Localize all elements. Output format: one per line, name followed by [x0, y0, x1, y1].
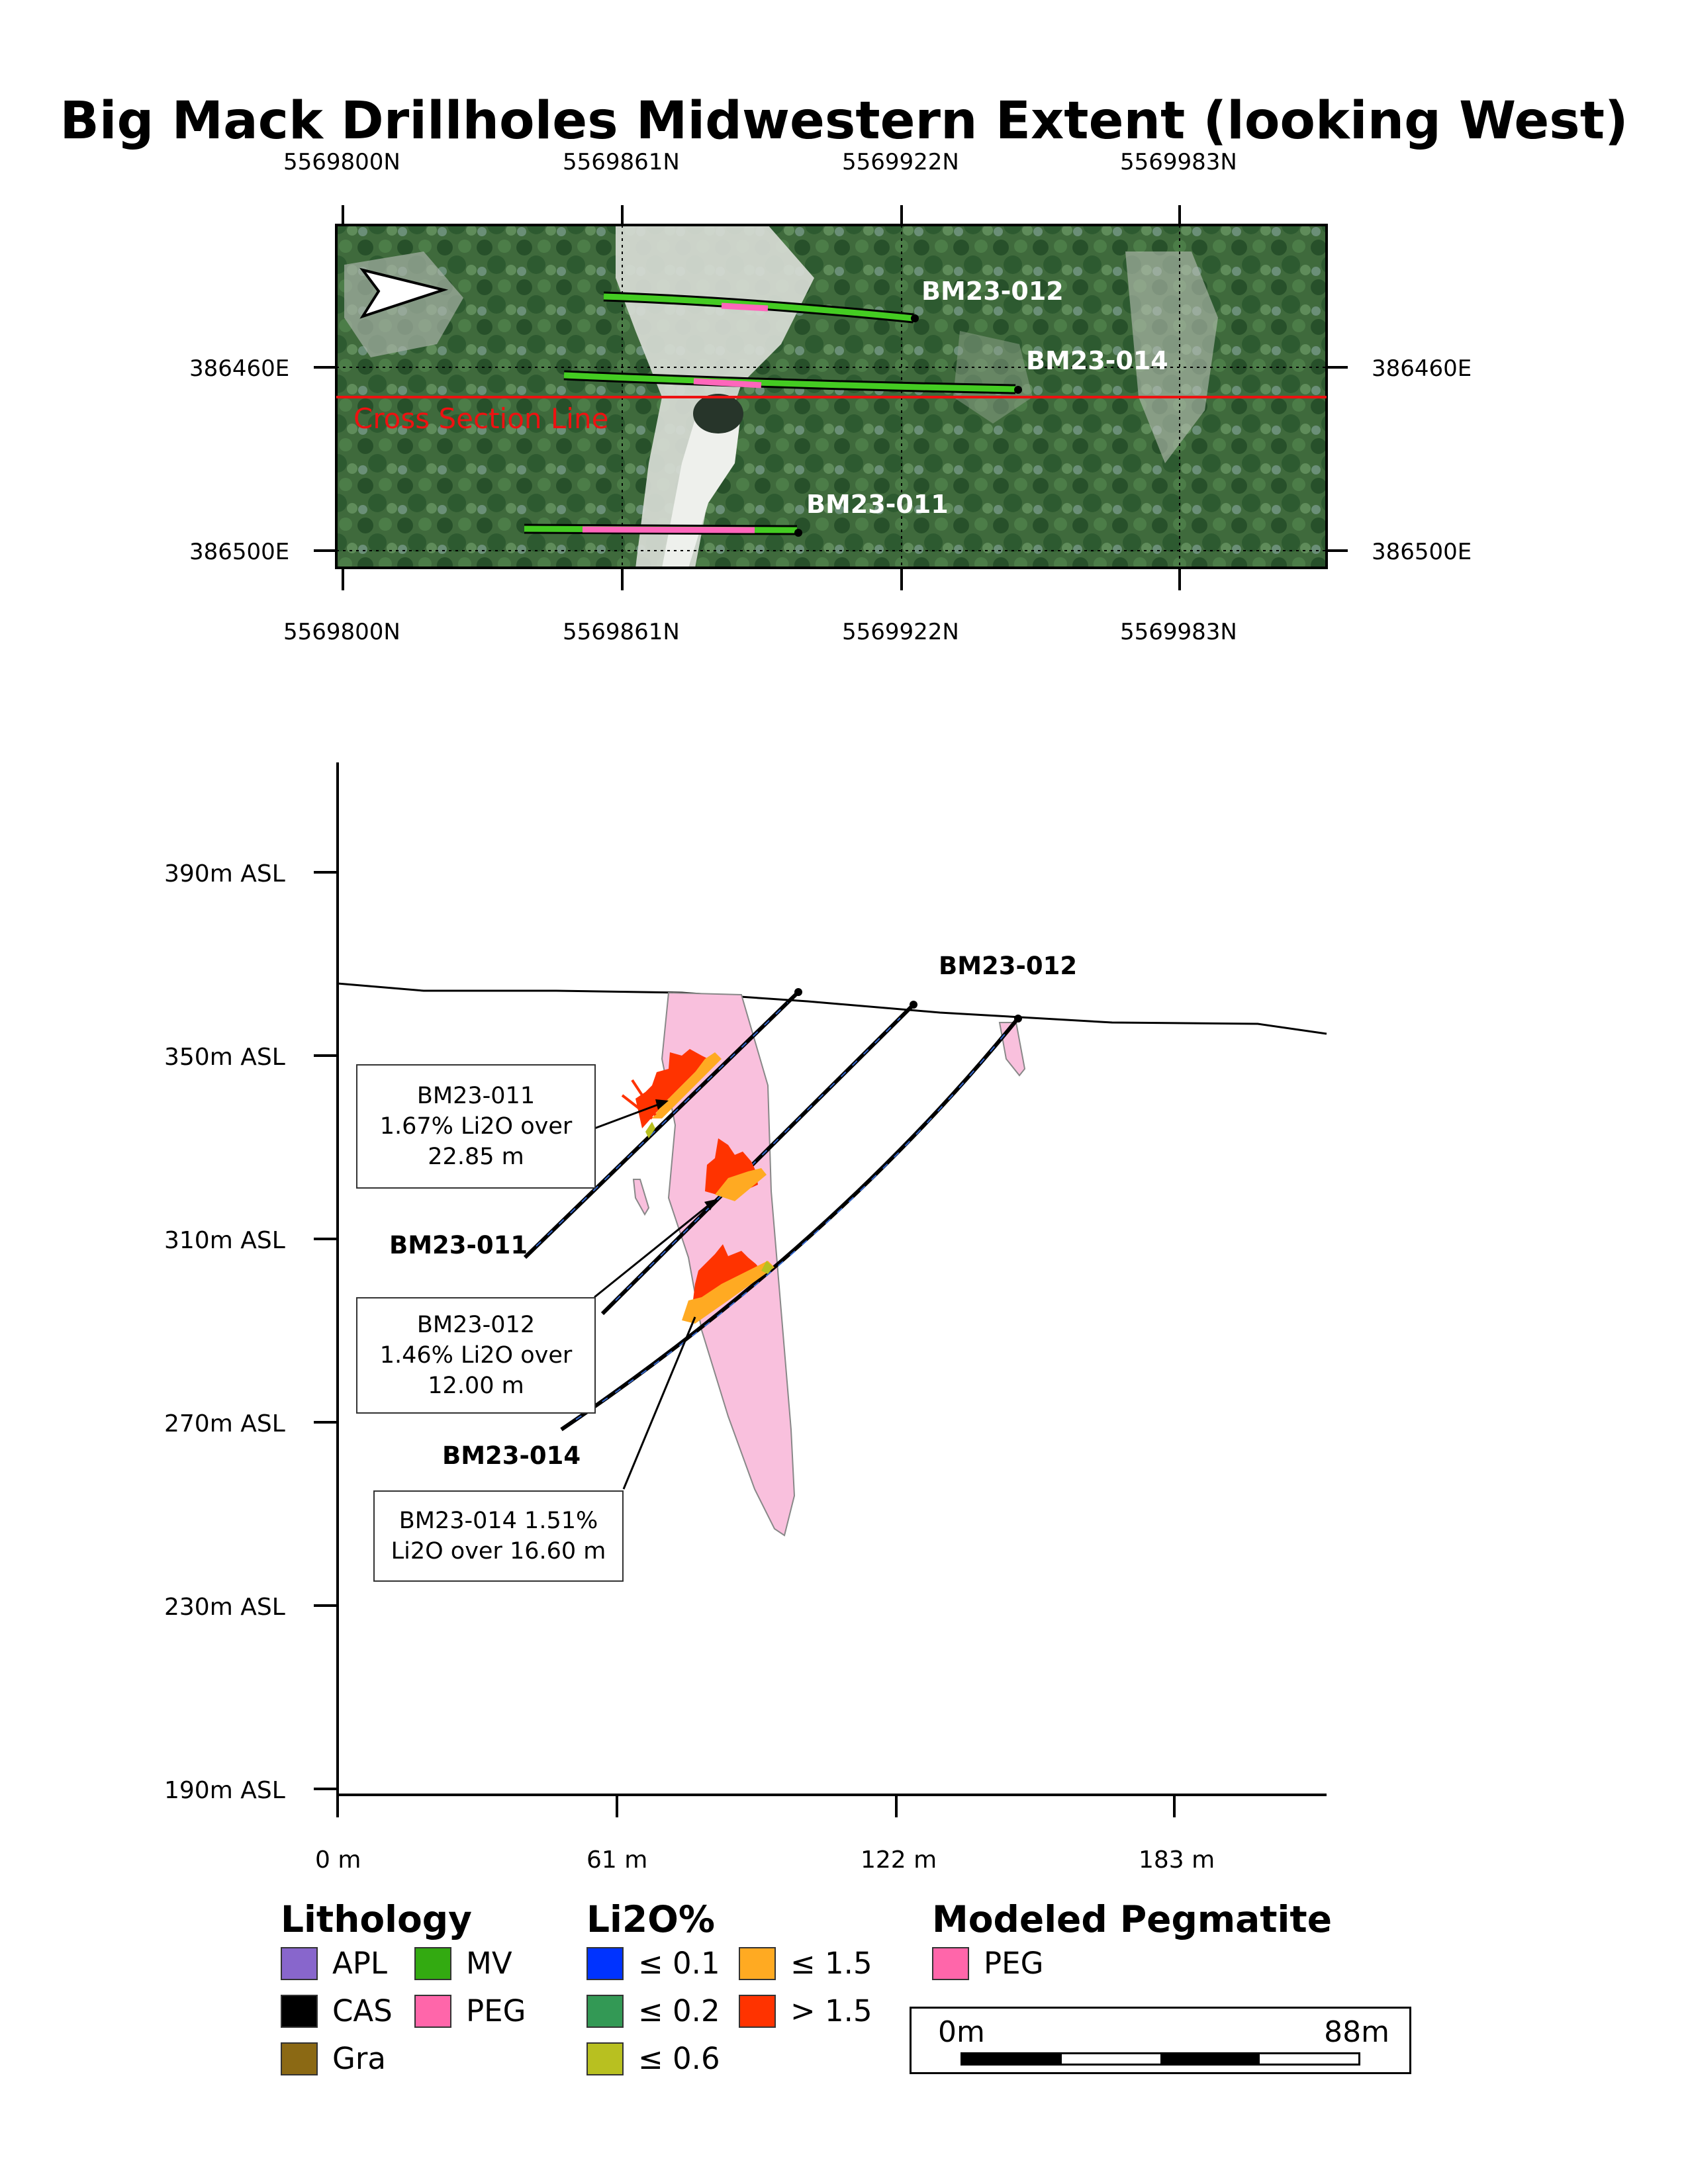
legend-item: PEG [414, 1993, 526, 2028]
distance-label: 61 m [586, 1846, 648, 1874]
section-hole-label: BM23-014 [442, 1441, 581, 1470]
northing-label-bottom: 5569861N [563, 619, 680, 645]
legend-item: PEG [932, 1946, 1043, 1981]
intercept-callout-bm23-011: BM23-011 1.67% Li2O over 22.85 m [356, 1064, 596, 1189]
callout-line: 1.67% Li2O over [379, 1113, 573, 1140]
callout-line: Li2O over 16.60 m [391, 1538, 606, 1565]
legend-item: ≤ 0.2 [586, 1993, 720, 2028]
legend-item: ≤ 1.5 [739, 1946, 872, 1981]
legend-label: PEG [984, 1946, 1044, 1981]
callout-line: BM23-012 [416, 1312, 536, 1338]
plan-hole-label: BM23-014 [1026, 346, 1168, 375]
northing-label-top: 5569800N [283, 149, 400, 175]
map-title: Big Mack Drillholes Midwestern Extent (l… [60, 91, 1628, 151]
northing-label-bottom: 5569983N [1120, 619, 1237, 645]
distance-label: 122 m [861, 1846, 937, 1874]
distance-label: 183 m [1139, 1846, 1215, 1874]
assay-histogram-bm23-012 [705, 1138, 767, 1201]
intercept-callout-bm23-012: BM23-012 1.46% Li2O over 12.00 m [356, 1297, 596, 1414]
northing-label-top: 5569983N [1120, 149, 1237, 175]
assay-histogram-bm23-011 [621, 1049, 722, 1138]
legend-item: MV [414, 1946, 512, 1981]
easting-label-right: 386460E [1372, 355, 1472, 382]
legend-item: > 1.5 [739, 1993, 872, 2028]
section-hole-label: BM23-012 [939, 952, 1078, 980]
section-axes [314, 762, 1327, 1817]
section-hole-label: BM23-011 [389, 1231, 528, 1259]
legend-label: MV [466, 1946, 512, 1981]
easting-label-left: 386500E [189, 539, 290, 565]
legend-label: ≤ 0.6 [638, 2041, 720, 2076]
legend-label: ≤ 0.2 [638, 1993, 720, 2028]
legend-item: ≤ 0.6 [586, 2041, 720, 2076]
elevation-label: 390m ASL [164, 860, 285, 887]
section-hole-bm23-012 [600, 1001, 917, 1316]
elevation-label: 270m ASL [164, 1410, 285, 1437]
modeled-pegmatite-body [632, 1179, 650, 1216]
elevation-label: 190m ASL [164, 1777, 285, 1804]
swatch [414, 1994, 451, 2028]
modeled-pegmatite-body [998, 1022, 1026, 1077]
easting-label-right: 386500E [1372, 539, 1472, 565]
cross-section-label: Cross Section Line [353, 402, 609, 435]
swatch [281, 2042, 318, 2075]
section-hole-bm23-014 [560, 1015, 1022, 1432]
swatch [281, 1994, 318, 2028]
swatch [414, 1946, 451, 1980]
swatch [586, 1946, 624, 1980]
elevation-label: 230m ASL [164, 1594, 285, 1621]
topography-line [337, 982, 1327, 1035]
legend-label: CAS [332, 1993, 393, 2028]
easting-label-left: 386460E [189, 355, 290, 382]
legend-label: PEG [466, 1993, 526, 2028]
legend-label: APL [332, 1946, 387, 1981]
northing-label-bottom: 5569800N [283, 619, 400, 645]
legend-item: CAS [281, 1993, 393, 2028]
section-hole-bm23-011 [523, 988, 802, 1259]
callout-line: 22.85 m [428, 1144, 524, 1170]
legend-modeled-title: Modeled Pegmatite [932, 1898, 1333, 1940]
plan-hole-bm23-012 [603, 291, 919, 324]
northing-label-top: 5569922N [842, 149, 959, 175]
swatch [586, 2042, 624, 2075]
assay-histogram-bm23-014 [682, 1244, 774, 1324]
elevation-label: 310m ASL [164, 1227, 285, 1254]
northing-label-top: 5569861N [563, 149, 680, 175]
callout-arrowheads [655, 1099, 716, 1210]
plan-hole-bm23-011 [524, 523, 802, 537]
callout-line: BM23-011 [416, 1083, 536, 1109]
plan-hole-label: BM23-011 [806, 490, 949, 519]
intercept-callout-bm23-014: BM23-014 1.51% Li2O over 16.60 m [373, 1490, 624, 1582]
northing-label-bottom: 5569922N [842, 619, 959, 645]
scale-end-label: 88m [1324, 2015, 1389, 2049]
legend-item: Gra [281, 2041, 386, 2076]
scale-start-label: 0m [938, 2015, 985, 2049]
swatch [281, 1946, 318, 1980]
legend-lithology-title: Lithology [281, 1898, 472, 1940]
distance-label: 0 m [315, 1846, 361, 1874]
legend-label: > 1.5 [790, 1993, 872, 2028]
plan-hole-bm23-014 [563, 370, 1022, 394]
swatch [586, 1994, 624, 2028]
north-arrow-icon [359, 267, 449, 319]
swatch [932, 1946, 969, 1980]
legend-item: APL [281, 1946, 387, 1981]
callout-leaders [594, 1101, 714, 1490]
legend-item: ≤ 0.1 [586, 1946, 720, 1981]
legend-label: Gra [332, 2041, 386, 2076]
swatch [739, 1994, 776, 2028]
callout-line: 1.46% Li2O over [379, 1342, 573, 1369]
legend-label: ≤ 0.1 [638, 1946, 720, 1981]
scale-bar-box: 0m 88m [910, 2007, 1411, 2074]
callout-line: BM23-014 1.51% [399, 1508, 598, 1534]
plan-hole-label: BM23-012 [921, 277, 1064, 306]
legend-li2o-title: Li2O% [586, 1898, 716, 1940]
callout-line: 12.00 m [428, 1373, 524, 1399]
swatch [739, 1946, 776, 1980]
legend-label: ≤ 1.5 [790, 1946, 872, 1981]
scale-bar [961, 2052, 1360, 2066]
elevation-label: 350m ASL [164, 1044, 285, 1071]
